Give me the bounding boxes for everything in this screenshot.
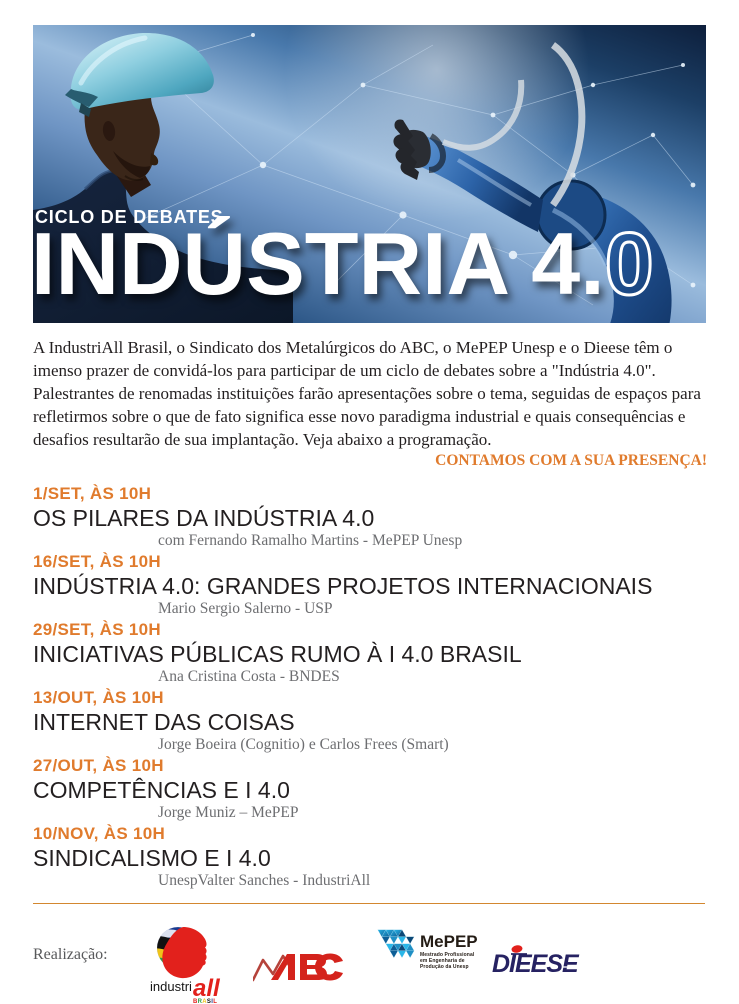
svg-text:DIEESE: DIEESE: [492, 950, 580, 978]
svg-text:industri: industri: [150, 979, 192, 994]
svg-text:BRASIL: BRASIL: [193, 999, 217, 1003]
svg-text:all: all: [193, 975, 221, 1002]
svg-text:Produção da Unesp: Produção da Unesp: [420, 964, 469, 970]
svg-text:MePEP: MePEP: [420, 932, 478, 951]
